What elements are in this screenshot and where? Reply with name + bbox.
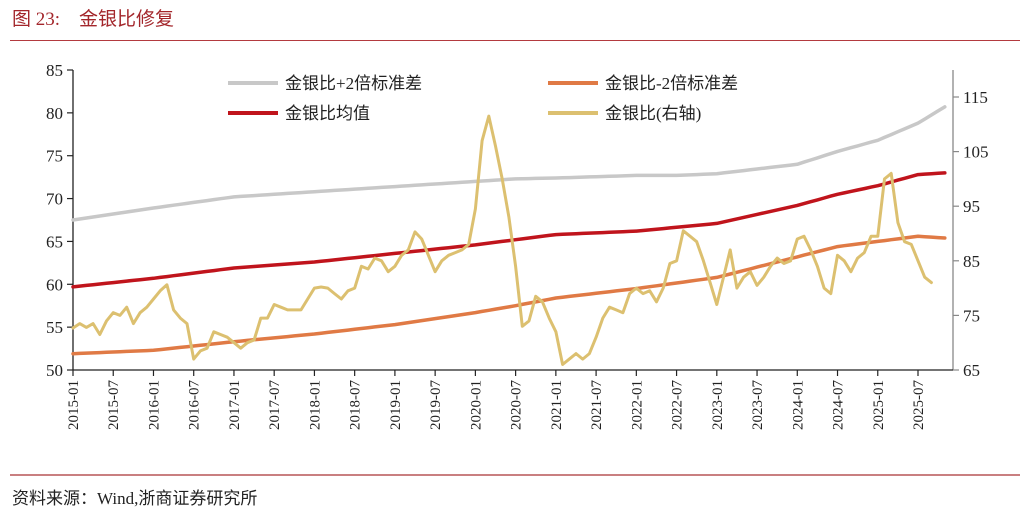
legend-label: 金银比均值	[285, 104, 370, 123]
left-tick-label: 65	[46, 232, 63, 251]
series-line-0	[71, 105, 947, 222]
axes: 50 55 60 65 70 75 80 85 65 75 85 95 105 115 2015-01 201…	[46, 61, 989, 430]
x-tick-label: 2015-07	[106, 380, 122, 430]
x-tick-label: 2020-07	[509, 380, 525, 430]
left-tick-label: 60	[46, 275, 63, 294]
figure-title: 图 23: 金银比修复	[12, 9, 175, 30]
right-tick-label: 65	[963, 361, 980, 380]
right-tick-label: 95	[963, 197, 980, 216]
legend-label: 金银比(右轴)	[605, 104, 701, 123]
x-tick-label: 2019-01	[388, 380, 404, 430]
series-line-3	[71, 114, 933, 366]
x-tick-label: 2019-07	[428, 380, 444, 430]
x-tick-label: 2017-01	[227, 380, 243, 430]
left-tick-label: 50	[46, 361, 63, 380]
x-tick-label: 2015-01	[66, 380, 82, 430]
x-tick-label: 2018-07	[348, 380, 364, 430]
header-divider	[10, 40, 1020, 41]
x-tick-label: 2022-07	[670, 380, 686, 430]
x-tick-label: 2021-01	[549, 380, 565, 430]
right-tick-label: 105	[963, 143, 989, 162]
left-tick-label: 55	[46, 318, 63, 337]
x-tick-label: 2025-01	[871, 380, 887, 430]
right-tick-label: 75	[963, 306, 980, 325]
gold-silver-ratio-chart: 50 55 60 65 70 75 80 85 65 75 85 95 105 115 2015-01 201…	[46, 61, 989, 430]
x-tick-label: 2018-01	[307, 380, 323, 430]
series-lines	[71, 105, 947, 366]
x-tick-label: 2023-07	[750, 380, 766, 430]
footer-divider	[10, 474, 1020, 476]
x-tick-label: 2024-01	[790, 380, 806, 430]
right-tick-label: 115	[963, 88, 988, 107]
x-tick-label: 2016-07	[187, 380, 203, 430]
left-tick-label: 85	[46, 61, 63, 80]
series-line-2	[71, 171, 947, 289]
left-tick-label: 75	[46, 147, 63, 166]
legend-label: 金银比-2倍标准差	[605, 74, 738, 93]
series-line-1	[71, 234, 947, 356]
x-tick-label: 2016-01	[146, 380, 162, 430]
source-note: 资料来源：Wind,浙商证券研究所	[12, 489, 258, 508]
x-tick-label: 2023-01	[710, 380, 726, 430]
left-tick-label: 80	[46, 104, 63, 123]
x-tick-label: 2025-07	[911, 380, 927, 430]
x-tick-label: 2024-07	[831, 380, 847, 430]
x-tick-label: 2020-01	[468, 380, 484, 430]
legend-label: 金银比+2倍标准差	[285, 74, 422, 93]
x-tick-label: 2022-01	[629, 380, 645, 430]
x-tick-label: 2017-07	[267, 380, 283, 430]
x-tick-label: 2021-07	[589, 380, 605, 430]
left-tick-label: 70	[46, 190, 63, 209]
right-tick-label: 85	[963, 252, 980, 271]
